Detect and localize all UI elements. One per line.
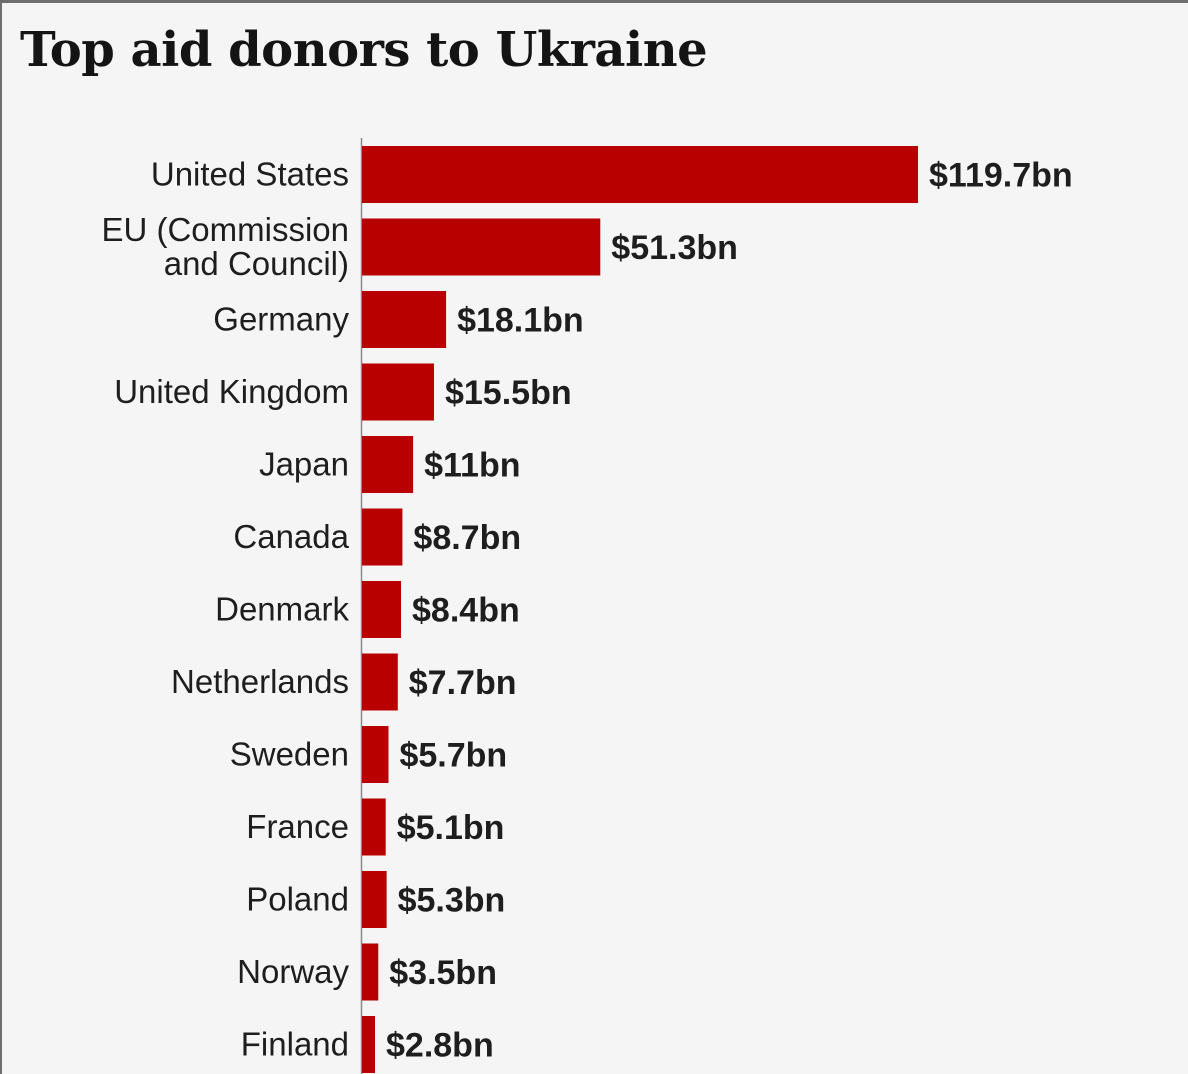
bar-10: [362, 871, 387, 928]
bar-3: [362, 363, 434, 421]
category-label-8: Sweden: [230, 736, 349, 773]
bar-1: [362, 218, 601, 276]
bar-5: [362, 508, 403, 566]
bar-9: [362, 798, 386, 856]
category-label-7: Netherlands: [171, 663, 349, 700]
value-label-8: $5.7bn: [399, 737, 507, 775]
category-label-2: Germany: [213, 301, 349, 338]
bar-12: [362, 1016, 376, 1073]
category-label-1-line-0: EU (Commission: [101, 211, 349, 248]
value-label-10: $5.3bn: [398, 882, 506, 920]
category-label-3: United Kingdom: [114, 373, 349, 410]
category-label-9: France: [246, 808, 349, 845]
bars-group: $119.7bn United States $51.3bn EU (Commissi…: [101, 146, 1073, 1073]
value-label-9: $5.1bn: [397, 809, 505, 847]
value-label-11: $3.5bn: [389, 954, 497, 992]
value-label-3: $15.5bn: [445, 374, 572, 412]
value-label-6: $8.4bn: [412, 592, 520, 630]
bar-7: [362, 653, 398, 711]
bar-11: [362, 943, 379, 1001]
category-label-12: Finland: [241, 1026, 349, 1063]
bar-0: [362, 146, 918, 203]
bar-6: [362, 581, 402, 638]
bar-2: [362, 291, 447, 348]
value-label-7: $7.7bn: [409, 664, 517, 702]
value-label-2: $18.1bn: [457, 302, 584, 340]
category-label-5: Canada: [233, 518, 349, 555]
category-label-0: United States: [151, 156, 349, 193]
value-label-4: $11bn: [424, 447, 520, 485]
value-label-1: $51.3bn: [611, 229, 738, 267]
category-label-4: Japan: [259, 446, 349, 483]
bar-4: [362, 436, 414, 493]
chart-title: Top aid donors to Ukraine: [20, 22, 708, 78]
category-label-1-line-1: and Council): [164, 245, 349, 282]
bar-8: [362, 726, 389, 783]
category-label-6: Denmark: [215, 591, 349, 628]
value-label-0: $119.7bn: [929, 157, 1073, 195]
value-label-12: $2.8bn: [386, 1027, 494, 1065]
category-label-11: Norway: [237, 953, 349, 990]
value-label-5: $8.7bn: [413, 519, 521, 557]
category-label-10: Poland: [246, 881, 349, 918]
